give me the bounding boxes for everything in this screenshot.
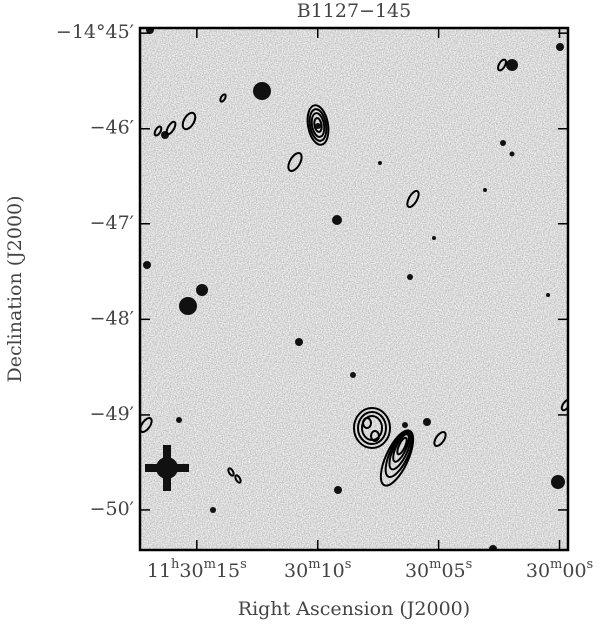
y-tick-label: −48′ [90,307,134,329]
chart-title: B1127−145 [297,0,412,22]
y-tick-label: −14°45′ [56,21,134,43]
plot-frame [138,26,570,552]
x-axis-label: Right Ascension (J2000) [238,598,470,620]
y-tick-label: −47′ [90,212,134,234]
y-axis-label: Declination (J2000) [4,195,26,382]
sky-image [140,28,568,550]
x-tick-label: 11h30m15s [147,557,247,582]
x-tick-label: 30m05s [405,557,472,582]
x-tick-label: 30m10s [284,557,351,582]
x-tick-label: 30m00s [526,557,593,582]
y-tick-label: −50′ [90,498,134,520]
y-tick-label: −46′ [90,117,134,139]
y-tick-label: −49′ [90,403,134,425]
